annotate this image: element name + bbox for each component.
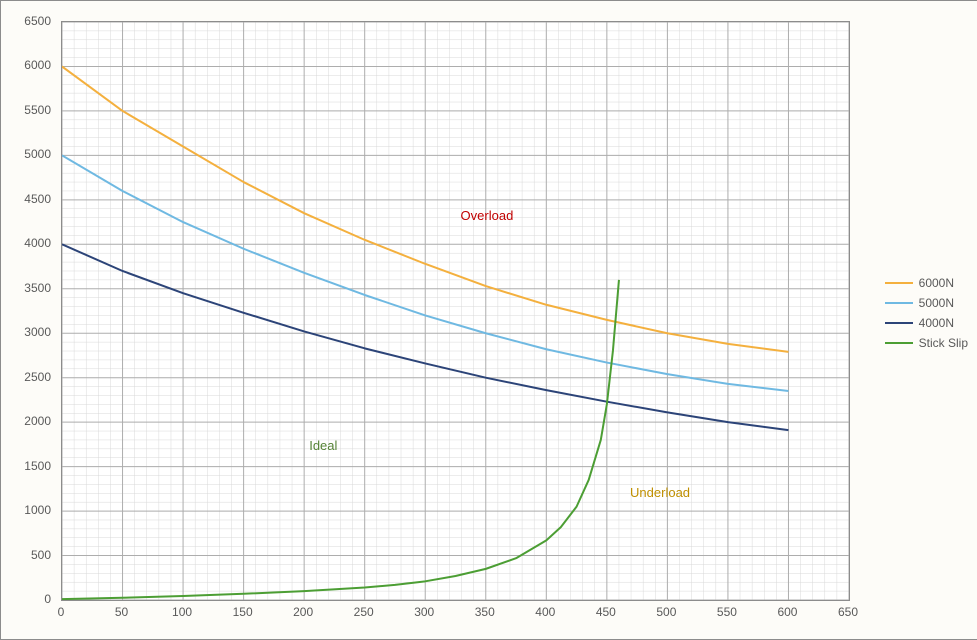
plot-svg xyxy=(62,22,849,600)
y-tick-label: 0 xyxy=(1,592,51,606)
legend-item-5000n: 5000N xyxy=(885,296,968,310)
x-tick-label: 0 xyxy=(58,605,65,619)
x-tick-label: 50 xyxy=(115,605,128,619)
x-tick-label: 200 xyxy=(293,605,313,619)
y-tick-label: 4500 xyxy=(1,192,51,206)
legend-swatch xyxy=(885,322,913,324)
x-tick-label: 650 xyxy=(838,605,858,619)
legend-swatch xyxy=(885,302,913,304)
x-tick-label: 600 xyxy=(777,605,797,619)
legend-swatch xyxy=(885,342,913,344)
x-tick-label: 300 xyxy=(414,605,434,619)
y-tick-label: 5000 xyxy=(1,147,51,161)
y-tick-label: 1500 xyxy=(1,459,51,473)
y-tick-label: 500 xyxy=(1,548,51,562)
x-tick-label: 150 xyxy=(233,605,253,619)
x-tick-label: 550 xyxy=(717,605,737,619)
y-tick-label: 4000 xyxy=(1,236,51,250)
legend-label: 4000N xyxy=(919,316,954,330)
y-tick-label: 3500 xyxy=(1,281,51,295)
y-tick-label: 2000 xyxy=(1,414,51,428)
y-tick-label: 1000 xyxy=(1,503,51,517)
legend-item-stick-slip: Stick Slip xyxy=(885,336,968,350)
annotation-ideal: Ideal xyxy=(309,438,337,453)
y-tick-label: 2500 xyxy=(1,370,51,384)
legend-swatch xyxy=(885,282,913,284)
annotation-underload: Underload xyxy=(630,485,690,500)
legend: 6000N 5000N 4000N Stick Slip xyxy=(885,276,968,356)
y-tick-label: 6500 xyxy=(1,14,51,28)
legend-label: Stick Slip xyxy=(919,336,968,350)
legend-label: 5000N xyxy=(919,296,954,310)
y-tick-label: 5500 xyxy=(1,103,51,117)
x-tick-label: 350 xyxy=(475,605,495,619)
y-tick-label: 6000 xyxy=(1,58,51,72)
plot-area xyxy=(61,21,850,601)
x-tick-label: 100 xyxy=(172,605,192,619)
x-tick-label: 400 xyxy=(535,605,555,619)
legend-label: 6000N xyxy=(919,276,954,290)
legend-item-6000n: 6000N xyxy=(885,276,968,290)
annotation-overload: Overload xyxy=(461,208,514,223)
y-tick-label: 3000 xyxy=(1,325,51,339)
x-tick-label: 250 xyxy=(354,605,374,619)
chart-container: 6000N 5000N 4000N Stick Slip 0 50 100 150 200 25… xyxy=(0,0,977,640)
legend-item-4000n: 4000N xyxy=(885,316,968,330)
x-tick-label: 450 xyxy=(596,605,616,619)
x-tick-label: 500 xyxy=(656,605,676,619)
